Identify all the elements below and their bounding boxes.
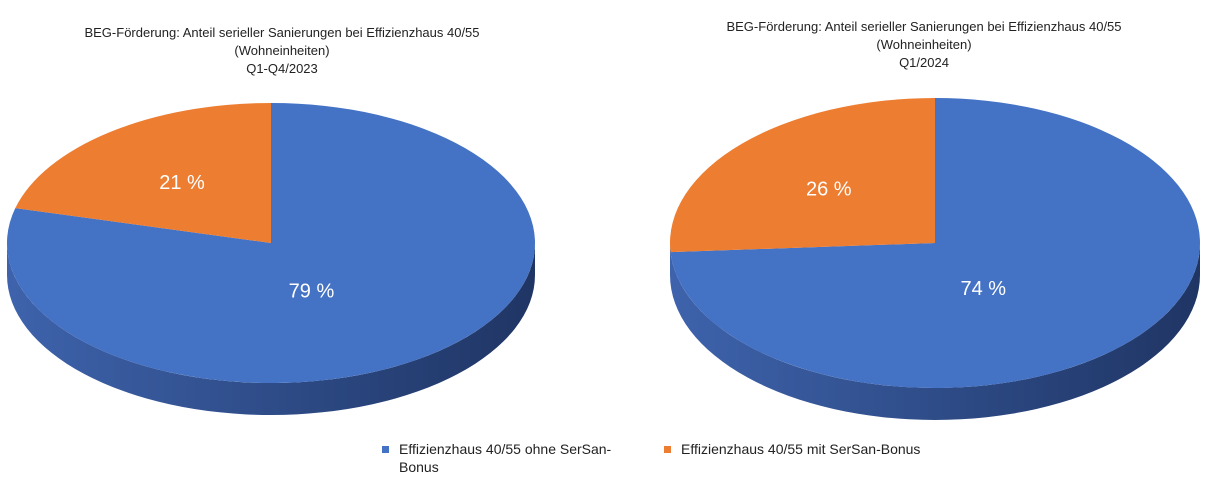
pie-slice-ohne: [670, 98, 1200, 388]
chart-title-right: BEG-Förderung: Anteil serieller Sanierun…: [664, 18, 1184, 72]
chart-title-left: BEG-Förderung: Anteil serieller Sanierun…: [22, 24, 542, 78]
pie-data-label: 26 %: [806, 178, 852, 200]
chart-title-line: Q1-Q4/2023: [246, 61, 318, 76]
chart-title-line: (Wohneinheiten): [234, 43, 330, 58]
legend-label: Effizienzhaus 40/55 ohne SerSan-Bonus: [399, 441, 612, 475]
legend-item-mit-bonus: Effizienzhaus 40/55 mit SerSan-Bonus: [664, 440, 921, 458]
legend-label: Effizienzhaus 40/55 mit SerSan-Bonus: [681, 441, 921, 457]
legend-item-ohne-bonus: Effizienzhaus 40/55 ohne SerSan-Bonus: [382, 440, 639, 476]
chart-title-line: BEG-Förderung: Anteil serieller Sanierun…: [726, 19, 1122, 34]
chart-title-line: (Wohneinheiten): [876, 37, 972, 52]
pie-side-wall: [670, 243, 1200, 420]
pie-data-label: 79 %: [289, 281, 335, 303]
chart-title-line: BEG-Förderung: Anteil serieller Sanierun…: [84, 25, 480, 40]
pie-slice-mit: [670, 97, 935, 253]
pie-chart-right: 74 % 26 %: [670, 97, 1200, 420]
chart-title-line: Q1/2024: [899, 55, 949, 70]
chart-legend: Effizienzhaus 40/55 ohne SerSan-Bonus Ef…: [0, 440, 1208, 490]
pie-chart-left: 79 % 21 %: [6, 103, 536, 415]
pie-data-label: 21 %: [159, 172, 205, 194]
pie-slice-mit: [15, 103, 271, 243]
legend-swatch-mit-bonus: [664, 446, 671, 453]
pie-data-label: 74 %: [960, 278, 1006, 300]
pie-side-wall: [7, 243, 535, 415]
legend-swatch-ohne-bonus: [382, 446, 389, 453]
